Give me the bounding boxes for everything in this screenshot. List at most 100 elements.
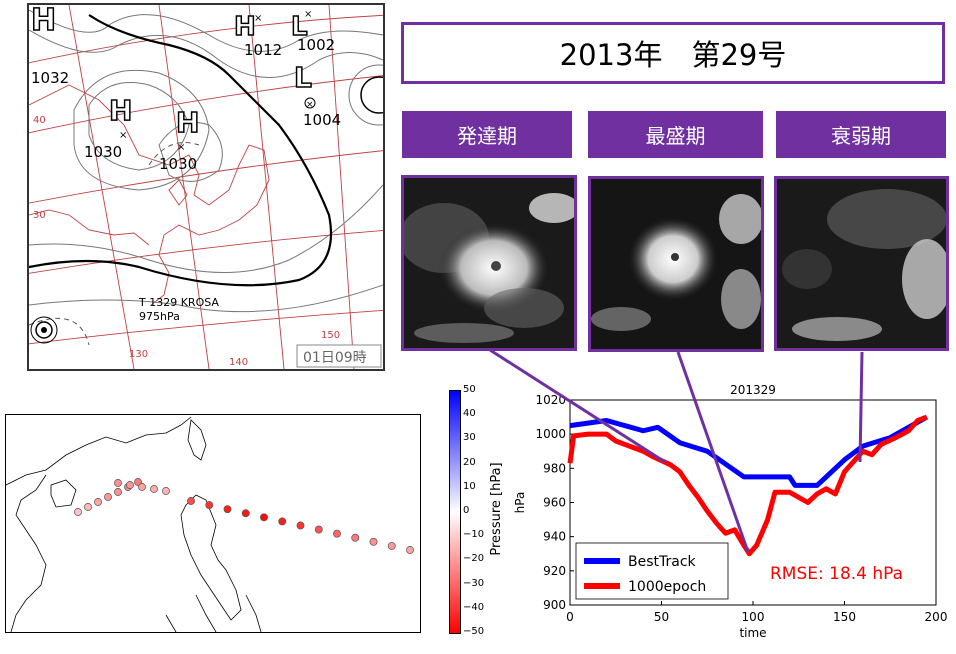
high-letter: H <box>176 106 199 139</box>
center-cross-icon: × <box>119 130 127 141</box>
isobars <box>29 9 383 313</box>
low-pressure-label: 1002 <box>297 36 335 54</box>
rmse-annotation: RMSE: 18.4 hPa <box>770 564 903 584</box>
center-cross-icon: × <box>304 9 312 20</box>
center-cross-icon: × <box>306 100 314 110</box>
track-dot <box>187 497 195 505</box>
track-dot <box>114 488 122 496</box>
x-tick-label: 100 <box>742 610 765 624</box>
low-isobar <box>348 64 383 126</box>
colorbar-tick-label: −30 <box>463 577 485 589</box>
high-pressure-label: 1030 <box>84 143 122 161</box>
colorbar-tick-label: −10 <box>463 529 485 541</box>
track-dot <box>162 487 170 495</box>
x-tick-label: 50 <box>654 610 669 624</box>
track-dot <box>150 485 158 493</box>
x-tick-label: 200 <box>925 610 948 624</box>
colorbar-tick-label: 50 <box>463 384 476 395</box>
colorbar-tick-label: 30 <box>463 432 476 444</box>
track-dot <box>314 525 323 534</box>
track-dot <box>387 541 396 550</box>
lat-label: 30 <box>33 210 46 221</box>
pressure-systems: H 1032 H × 1012 H × 1030 H × 1030 L × 10… <box>30 5 341 173</box>
legend: BestTrack 1000epoch <box>575 542 729 600</box>
track-dot <box>351 533 360 542</box>
track-dot <box>114 479 122 487</box>
colorbar-tick-label: −50 <box>463 626 485 637</box>
typhoon-pressure: 975hPa <box>139 310 180 323</box>
x-tick-label: 150 <box>833 610 856 624</box>
colorbar <box>449 390 461 634</box>
lat-label: 40 <box>33 115 46 126</box>
track-dot <box>84 503 92 511</box>
center-cross-icon: × <box>177 142 185 153</box>
x-axis-label: time <box>739 626 766 640</box>
graticule <box>29 5 383 369</box>
legend-label: 1000epoch <box>628 579 706 595</box>
track-dot <box>241 509 250 518</box>
legend-label: BestTrack <box>628 554 697 570</box>
cloud-image <box>404 178 574 348</box>
high-letter: H <box>109 94 132 127</box>
timestamp-box <box>296 344 382 368</box>
track-dot <box>74 508 82 516</box>
track-dot <box>278 517 287 526</box>
track-dot <box>104 493 112 501</box>
series-line-1000epoch <box>567 414 928 557</box>
track-dot <box>223 505 232 514</box>
y-tick-label: 920 <box>543 564 566 578</box>
track-dots <box>74 478 414 554</box>
colorbar-tick-label: 40 <box>463 408 476 420</box>
satellite-image-developing <box>401 175 577 351</box>
stage-developing: 発達期 <box>402 111 572 158</box>
track-dot <box>369 537 378 546</box>
track-dot <box>138 483 146 491</box>
high-pressure-label: 1012 <box>244 41 282 59</box>
y-tick-label: 900 <box>543 598 566 612</box>
y-tick-label: 940 <box>543 530 566 544</box>
satellite-image-mature <box>588 176 764 352</box>
track-map <box>5 414 421 633</box>
chart-title: 201329 <box>730 383 776 397</box>
dashed-isobar <box>148 142 200 166</box>
high-letter: H <box>234 12 256 42</box>
lon-label: 130 <box>129 349 148 360</box>
low-pressure-label: 1004 <box>303 111 341 129</box>
track-map-svg <box>6 416 414 632</box>
colorbar-tick-label: 0 <box>463 505 470 516</box>
cloud-image <box>777 179 946 348</box>
y-axis-label: hPa <box>513 492 527 514</box>
high-pressure-label: 1030 <box>159 155 197 173</box>
y-tick-label: 980 <box>543 461 566 475</box>
colorbar-tick-label: −20 <box>463 553 485 565</box>
track-dot <box>126 481 134 489</box>
weather-map: H 1032 H × 1012 H × 1030 H × 1030 L × 10… <box>27 3 385 371</box>
track-dot <box>333 529 341 538</box>
dashed-isobar <box>29 317 90 346</box>
low-letter: L <box>291 12 308 42</box>
page-title: 2013年 第29号 <box>401 22 945 84</box>
track-dot <box>406 546 414 554</box>
stage-decaying: 衰弱期 <box>776 111 946 158</box>
coordinate-labels: 40 30 130 140 150 <box>33 115 340 368</box>
colorbar-tick-label: −40 <box>463 601 485 613</box>
x-tick-label: 0 <box>566 610 574 624</box>
cloud-image <box>591 179 761 349</box>
colorbar-tick-label: 10 <box>463 480 476 492</box>
timestamp: 01日09時 <box>303 350 367 366</box>
y-tick-label: 1020 <box>535 393 566 407</box>
low-isobar <box>360 76 383 114</box>
y-tick-label: 1000 <box>535 427 566 441</box>
low-letter: L <box>294 61 312 94</box>
lon-label: 150 <box>321 330 340 341</box>
typhoon-label: T 1329 KROSA <box>138 296 219 309</box>
track-dot <box>260 513 268 522</box>
pressure-line-chart: 201329 0 50 100 150 200 900 920 940 960 980 1000 102… <box>513 383 948 640</box>
isobar-1012 <box>29 14 333 287</box>
track-dot <box>296 521 305 530</box>
typhoon-symbol <box>30 316 58 344</box>
stage-mature: 最盛期 <box>588 111 763 158</box>
track-dot <box>205 501 214 510</box>
y-tick-label: 960 <box>543 496 566 510</box>
high-letter: H <box>31 5 56 38</box>
